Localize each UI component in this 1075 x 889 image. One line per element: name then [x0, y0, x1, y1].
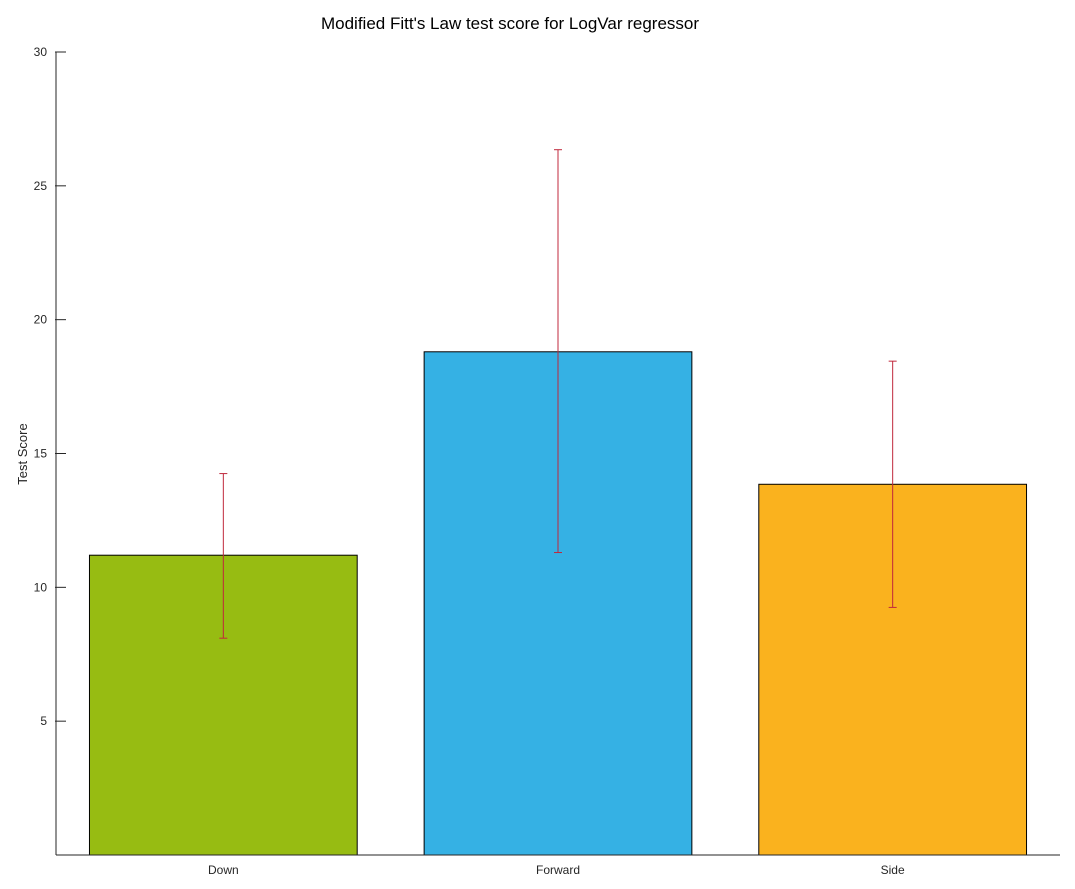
y-tick-label-10: 10 [34, 580, 48, 594]
y-tick-label-30: 30 [34, 45, 48, 59]
x-ticks-layer: Down Forward Side [208, 863, 905, 877]
x-tick-label-forward: Forward [536, 863, 580, 877]
y-ticks-layer: 5 10 15 20 25 30 [34, 45, 66, 728]
y-tick-label-20: 20 [34, 313, 48, 327]
x-tick-label-side: Side [881, 863, 905, 877]
y-tick-label-25: 25 [34, 179, 48, 193]
errorbar-forward [554, 149, 562, 554]
errorbar-down [219, 473, 228, 639]
errorbar-side [888, 360, 897, 608]
y-tick-label-15: 15 [34, 447, 48, 461]
y-axis-label: Test Score [15, 423, 30, 484]
y-tick-label-5: 5 [40, 714, 47, 728]
chart-title: Modified Fitt's Law test score for LogVa… [321, 14, 699, 33]
errorbars-layer [219, 149, 897, 639]
x-tick-label-down: Down [208, 863, 239, 877]
